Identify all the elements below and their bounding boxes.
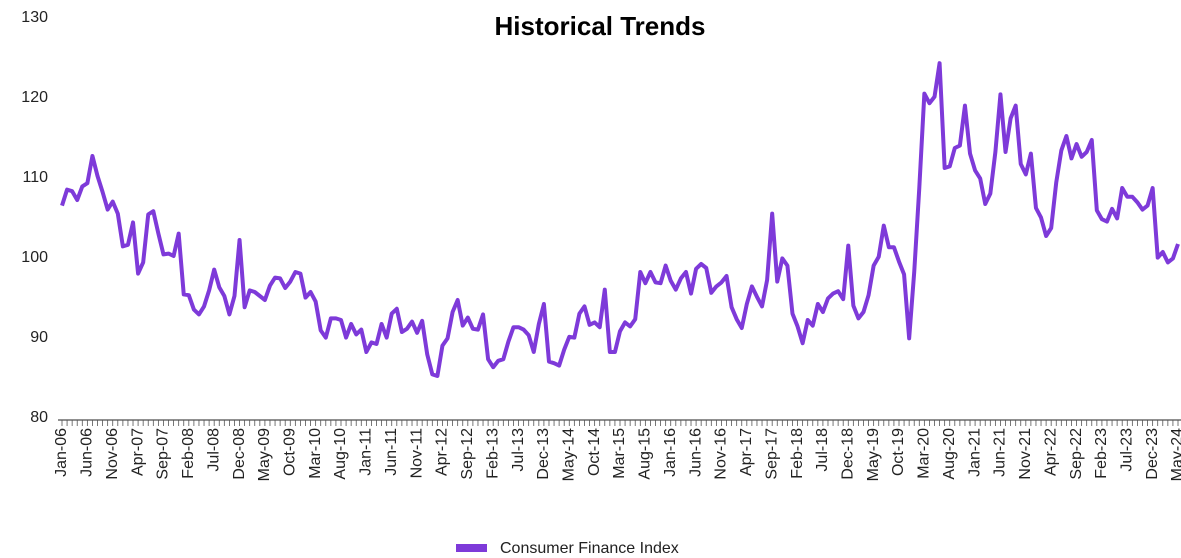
x-tick-label: Aug-15 xyxy=(637,428,654,480)
y-tick-label: 130 xyxy=(21,9,48,26)
legend-swatch xyxy=(456,544,487,552)
x-tick-label: Sep-17 xyxy=(763,428,780,480)
x-tick-label: Nov-11 xyxy=(408,428,425,478)
x-tick-label: Mar-15 xyxy=(611,428,628,479)
y-tick-label: 90 xyxy=(30,329,48,346)
x-tick-label: Jul-13 xyxy=(510,428,527,472)
x-tick-label: Jan-06 xyxy=(53,428,70,477)
x-tick-label: Nov-06 xyxy=(104,428,121,480)
x-tick-label: Jan-11 xyxy=(358,428,375,476)
x-tick-label: Sep-22 xyxy=(1068,428,1085,480)
x-tick-label: Jan-16 xyxy=(662,428,679,477)
x-tick-label: Sep-12 xyxy=(459,428,476,480)
x-tick-label: Aug-10 xyxy=(332,428,349,480)
x-tick-label: Apr-22 xyxy=(1042,428,1059,476)
legend-label: Consumer Finance Index xyxy=(500,540,679,557)
x-tick-label: Jul-18 xyxy=(814,428,831,472)
chart-title: Historical Trends xyxy=(495,11,706,41)
y-tick-label: 110 xyxy=(22,169,48,186)
x-tick-label: Oct-14 xyxy=(586,428,603,476)
x-tick-label: Aug-20 xyxy=(941,428,958,480)
x-tick-label: Apr-12 xyxy=(434,428,451,476)
x-tick-label: Jul-23 xyxy=(1118,428,1135,472)
x-tick-label: Feb-23 xyxy=(1093,428,1110,479)
line xyxy=(60,61,1180,378)
x-tick-label: Jun-06 xyxy=(79,428,96,477)
x-tick-label: Apr-17 xyxy=(738,428,755,476)
x-tick-label: May-14 xyxy=(560,428,577,481)
x-tick-label: May-24 xyxy=(1169,428,1181,481)
x-tick-label: Mar-10 xyxy=(307,428,324,479)
x-tick-label: Oct-09 xyxy=(281,428,298,476)
x-tick-label: Jun-21 xyxy=(992,428,1009,477)
x-tick-label: Sep-07 xyxy=(155,428,172,480)
x-tick-label: Dec-23 xyxy=(1144,428,1161,480)
y-tick-label: 100 xyxy=(21,249,48,266)
x-tick-label: Dec-18 xyxy=(839,428,856,480)
x-tick-label: Feb-18 xyxy=(789,428,806,479)
x-tick-label: Mar-20 xyxy=(916,428,933,479)
x-tick-label: Jun-11 xyxy=(383,428,400,476)
x-tick-label: Apr-07 xyxy=(129,428,146,476)
x-tick-label: May-09 xyxy=(256,428,273,481)
x-tick-label: Dec-08 xyxy=(231,428,248,480)
y-tick-label: 120 xyxy=(21,89,48,106)
x-tick-label: Oct-19 xyxy=(890,428,907,476)
x-tick-label: Feb-08 xyxy=(180,428,197,479)
y-tick-label: 80 xyxy=(30,409,48,426)
x-tick-label: Nov-16 xyxy=(713,428,730,480)
x-tick-label: Nov-21 xyxy=(1017,428,1034,480)
x-tick-label: Feb-13 xyxy=(484,428,501,479)
x-tick-label: Jun-16 xyxy=(687,428,704,477)
x-tick-label: Dec-13 xyxy=(535,428,552,480)
x-tick-label: Jul-08 xyxy=(205,428,222,472)
x-tick-label: Jan-21 xyxy=(966,428,983,477)
x-tick-label: May-19 xyxy=(865,428,882,481)
